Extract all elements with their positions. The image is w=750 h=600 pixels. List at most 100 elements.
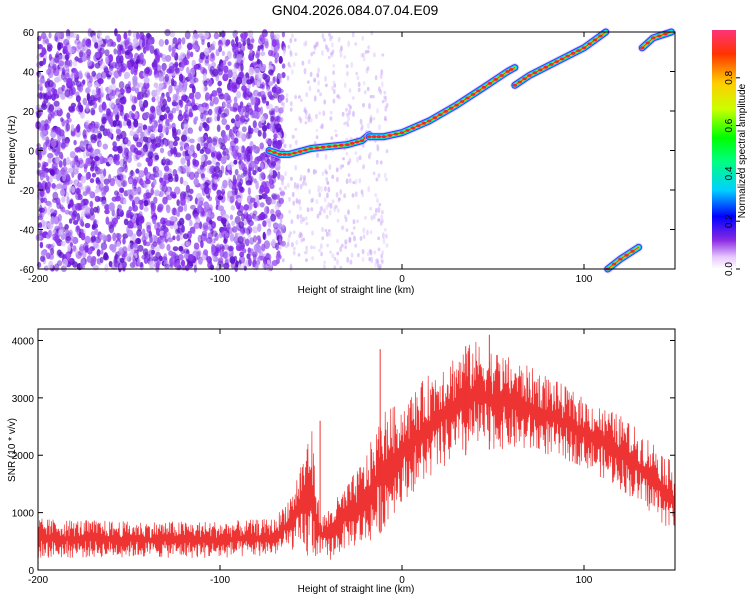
noise-speck xyxy=(92,264,99,271)
noise-speck xyxy=(212,40,216,47)
noise-speck xyxy=(67,44,72,53)
y-tick-label: 1000 xyxy=(12,509,35,520)
noise-speck xyxy=(88,147,94,153)
noise-speck xyxy=(86,150,90,157)
noise-speck xyxy=(339,189,343,195)
noise-speck xyxy=(230,118,236,124)
noise-speck xyxy=(245,238,250,247)
ridge-bead xyxy=(320,145,326,149)
noise-speck xyxy=(330,52,334,58)
noise-speck xyxy=(332,80,336,85)
noise-speck xyxy=(160,95,165,102)
noise-speck xyxy=(123,218,129,226)
snr-background xyxy=(38,329,675,570)
noise-speck xyxy=(174,186,181,195)
noise-speck xyxy=(203,80,208,87)
noise-speck xyxy=(271,238,276,248)
noise-speck xyxy=(211,146,216,154)
noise-speck xyxy=(239,101,244,109)
noise-speck xyxy=(36,71,41,77)
noise-speck xyxy=(357,253,360,258)
noise-speck xyxy=(347,103,351,107)
noise-speck xyxy=(56,173,61,182)
noise-speck xyxy=(243,204,250,211)
noise-speck xyxy=(150,243,155,250)
noise-speck xyxy=(181,37,186,45)
noise-speck xyxy=(324,228,328,233)
noise-speck xyxy=(194,116,199,122)
noise-speck xyxy=(143,255,149,264)
noise-speck xyxy=(273,105,280,113)
noise-speck xyxy=(292,230,296,235)
noise-speck xyxy=(193,178,199,186)
noise-speck xyxy=(320,205,324,212)
y-tick-label: 3000 xyxy=(12,394,35,405)
noise-speck xyxy=(51,82,56,90)
noise-speck xyxy=(144,43,150,52)
noise-speck xyxy=(184,30,191,40)
ridge-bead xyxy=(387,134,393,137)
noise-speck xyxy=(180,197,186,206)
noise-speck xyxy=(44,264,49,272)
noise-speck xyxy=(136,150,142,156)
noise-speck xyxy=(194,91,201,100)
noise-speck xyxy=(305,221,309,226)
noise-speck xyxy=(348,237,352,243)
noise-speck xyxy=(186,136,191,143)
ridge-bead xyxy=(499,74,504,77)
y-tick-label: 2000 xyxy=(12,451,35,462)
snr-y-axis-label: SNR (10 * v/v) xyxy=(7,418,18,482)
noise-speck xyxy=(256,49,261,57)
noise-speck xyxy=(109,178,116,187)
noise-speck xyxy=(64,89,71,98)
noise-speck xyxy=(137,186,141,193)
noise-speck xyxy=(223,71,229,79)
noise-speck xyxy=(206,237,213,244)
noise-speck xyxy=(370,256,374,263)
noise-speck xyxy=(286,241,290,247)
noise-speck xyxy=(172,37,178,45)
noise-speck xyxy=(106,108,111,116)
noise-speck xyxy=(84,205,90,214)
noise-speck xyxy=(259,202,265,208)
noise-speck xyxy=(317,188,320,193)
noise-speck xyxy=(198,136,204,143)
noise-speck xyxy=(319,92,322,97)
ridge-bead xyxy=(565,54,570,58)
noise-speck xyxy=(324,44,328,50)
noise-speck xyxy=(178,99,183,106)
noise-speck xyxy=(154,137,159,143)
noise-speck xyxy=(179,217,185,226)
noise-speck xyxy=(136,45,141,51)
noise-speck xyxy=(294,94,297,99)
noise-speck xyxy=(42,164,47,172)
ridge-bead xyxy=(549,63,554,66)
noise-speck xyxy=(55,146,61,155)
noise-speck xyxy=(330,136,334,140)
ridge-bead xyxy=(443,110,448,113)
noise-speck xyxy=(232,126,237,132)
ridge-bead xyxy=(611,262,617,266)
noise-speck xyxy=(349,259,353,265)
noise-speck xyxy=(156,108,162,116)
noise-speck xyxy=(366,65,370,72)
noise-speck xyxy=(289,51,293,57)
noise-speck xyxy=(47,157,52,164)
noise-speck xyxy=(84,245,89,253)
ridge-bead xyxy=(587,42,592,46)
noise-speck xyxy=(156,169,163,178)
noise-speck xyxy=(385,233,388,239)
noise-speck xyxy=(206,160,212,166)
noise-speck xyxy=(215,246,220,254)
noise-speck xyxy=(83,134,87,140)
noise-speck xyxy=(270,199,277,205)
noise-speck xyxy=(376,144,379,148)
noise-speck xyxy=(337,95,341,100)
noise-speck xyxy=(340,243,344,248)
noise-speck xyxy=(223,262,230,270)
noise-speck xyxy=(200,112,204,120)
noise-speck xyxy=(259,184,265,193)
noise-speck xyxy=(45,38,50,45)
noise-speck xyxy=(149,261,155,270)
noise-speck xyxy=(227,177,231,184)
